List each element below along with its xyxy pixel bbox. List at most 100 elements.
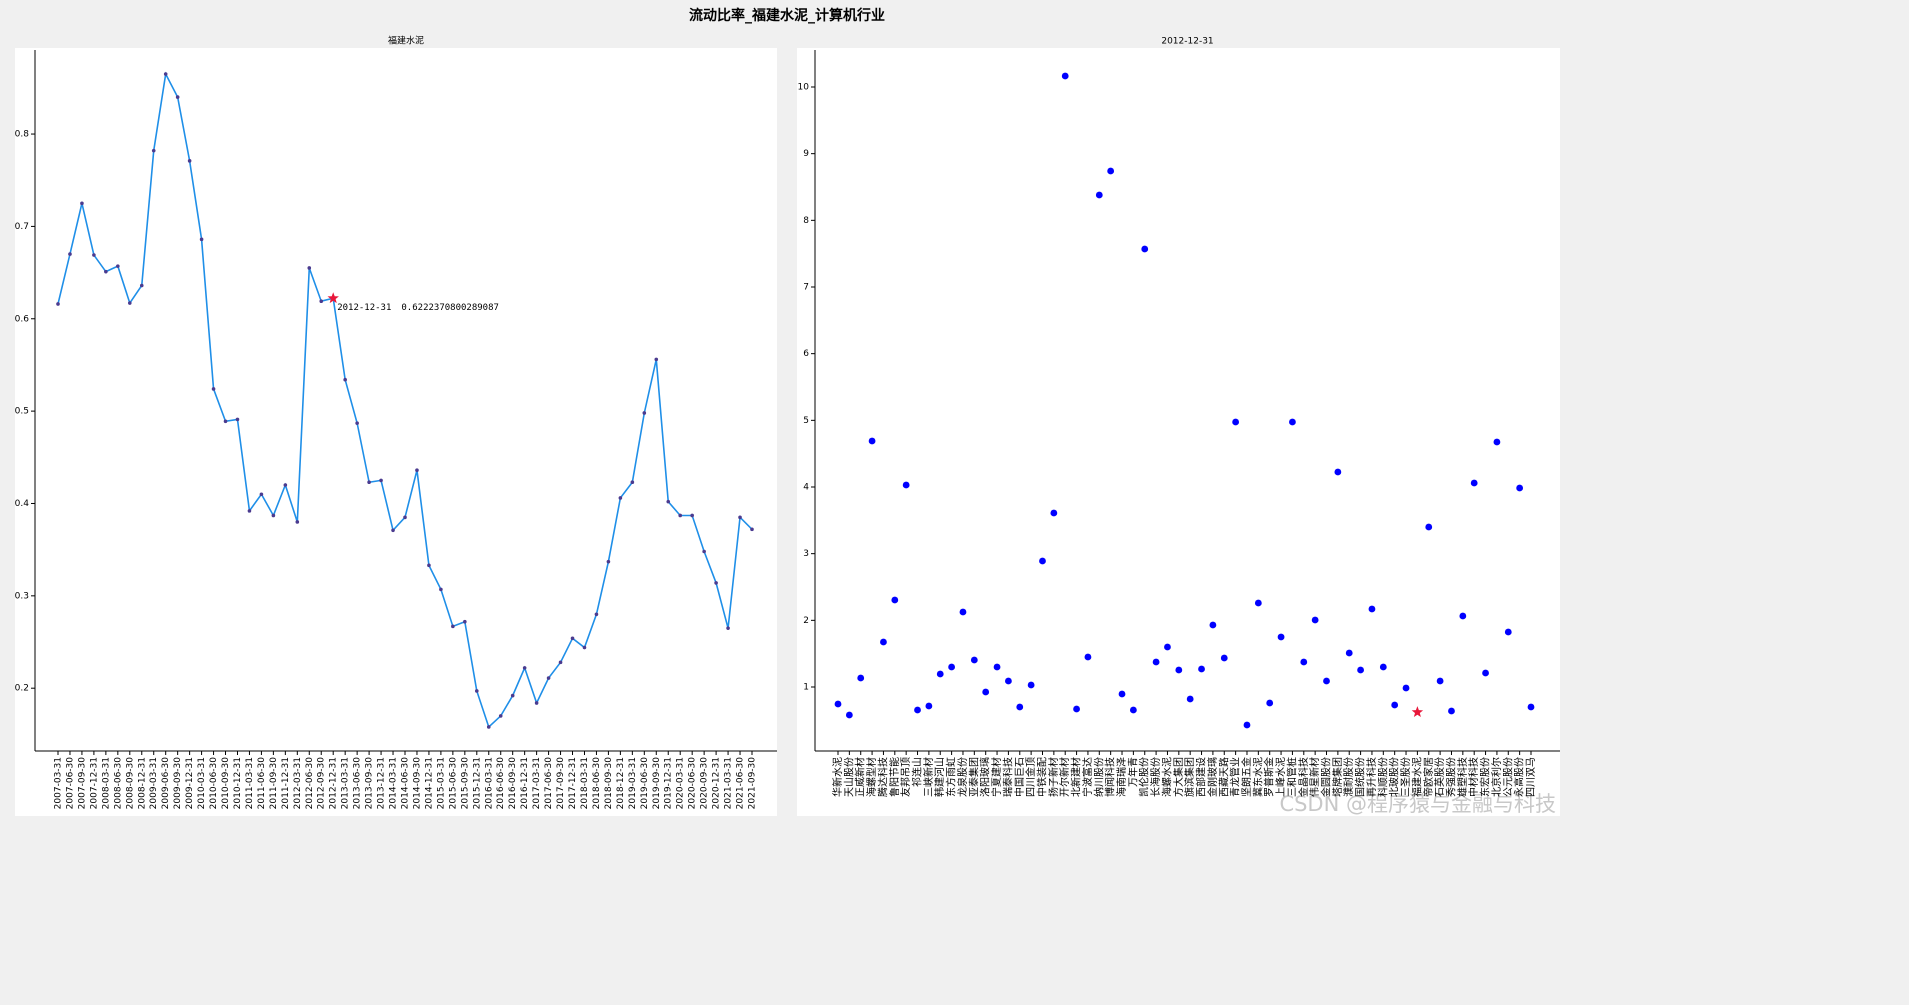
point xyxy=(738,515,742,520)
point xyxy=(1459,612,1467,620)
x-tick-label: 中铁装配 xyxy=(1035,757,1048,797)
x-tick-label: 长海股份 xyxy=(1149,757,1162,797)
x-tick-label: 2012-03-31 xyxy=(293,757,303,809)
point xyxy=(982,688,990,696)
point xyxy=(666,499,671,504)
x-tick-label: 塔牌集团 xyxy=(1331,757,1344,797)
x-tick-label: 伟星新材 xyxy=(1308,757,1321,797)
point xyxy=(714,581,718,585)
subplot-title: 福建水泥 xyxy=(388,35,424,47)
point xyxy=(1129,706,1137,714)
y-tick-label: 9 xyxy=(803,149,809,159)
point xyxy=(606,559,611,564)
x-tick-label: 2017-06-30 xyxy=(544,757,554,810)
x-tick-label: 海螺水泥 xyxy=(1160,757,1173,797)
point xyxy=(1289,418,1296,426)
panel-left xyxy=(15,48,777,816)
point xyxy=(880,638,887,646)
point xyxy=(534,701,539,705)
y-tick-label: 4 xyxy=(803,483,809,493)
point xyxy=(1368,605,1376,613)
x-tick-label: 2013-03-31 xyxy=(341,757,351,809)
x-tick-label: 2009-06-30 xyxy=(161,757,171,810)
y-tick-label: 7 xyxy=(803,283,809,293)
point xyxy=(68,252,72,256)
point xyxy=(1470,479,1478,487)
x-tick-label: 友邦吊顶 xyxy=(899,757,912,797)
point xyxy=(151,148,156,153)
point xyxy=(211,387,216,391)
x-tick-label: 2019-12-31 xyxy=(664,757,674,809)
x-tick-label: 四川双马 xyxy=(1525,757,1537,797)
highlight-star xyxy=(1411,706,1424,718)
x-tick-label: 2015-06-30 xyxy=(448,757,458,810)
x-tick-label: 开尔新材 xyxy=(1058,757,1071,797)
point xyxy=(463,619,467,624)
x-tick-label: 韩建河山 xyxy=(933,757,946,797)
x-tick-label: 2018-06-30 xyxy=(592,757,602,810)
x-tick-label: 2016-03-31 xyxy=(484,757,494,809)
x-tick-label: 宁夏建材 xyxy=(990,757,1003,797)
point xyxy=(970,656,978,664)
point xyxy=(546,676,551,680)
x-tick-label: 凯伦股份 xyxy=(1138,757,1151,797)
y-tick-label: 0.6 xyxy=(15,314,30,324)
highlight-star xyxy=(327,292,339,304)
point xyxy=(750,527,754,532)
point xyxy=(925,702,933,710)
point xyxy=(343,377,347,382)
point xyxy=(1357,666,1364,674)
x-tick-label: 2010-03-31 xyxy=(197,757,207,809)
x-tick-label: 2017-12-31 xyxy=(568,757,578,809)
x-tick-label: 2017-03-31 xyxy=(532,757,542,809)
point xyxy=(403,515,407,520)
x-tick-label: 再升科技 xyxy=(1365,757,1378,797)
y-tick-label: 0.5 xyxy=(15,407,29,417)
point xyxy=(1300,658,1308,666)
x-tick-label: 旗滨集团 xyxy=(1183,757,1196,797)
x-tick-label: 2009-12-31 xyxy=(185,757,195,809)
point xyxy=(1061,72,1069,80)
point xyxy=(235,417,240,422)
point xyxy=(1050,509,1058,517)
x-tick-label: 冀东水泥 xyxy=(1251,757,1264,797)
x-tick-label: 鲁阳节能 xyxy=(888,757,901,797)
point xyxy=(857,674,865,682)
point xyxy=(1084,653,1092,661)
x-tick-label: 金晶科技 xyxy=(1297,757,1310,797)
point xyxy=(1152,658,1160,666)
point xyxy=(582,645,587,650)
x-tick-label: 2019-09-30 xyxy=(652,757,662,810)
point xyxy=(486,725,491,729)
point xyxy=(993,663,1001,671)
point xyxy=(451,624,455,629)
x-tick-label: 亚泰集团 xyxy=(967,757,980,797)
point xyxy=(1379,663,1387,671)
x-tick-label: 西藏天路 xyxy=(1217,757,1230,797)
x-tick-label: 2013-09-30 xyxy=(365,757,375,810)
x-tick-label: 2016-06-30 xyxy=(496,757,506,810)
point xyxy=(56,302,60,306)
y-tick-label: 6 xyxy=(803,349,809,359)
x-tick-label: 东方雨虹 xyxy=(945,757,958,797)
x-tick-label: 坚朗五金 xyxy=(1240,757,1253,797)
point xyxy=(1118,690,1126,698)
x-tick-label: 青龙管业 xyxy=(1229,757,1242,797)
point xyxy=(1402,684,1410,692)
x-tick-label: 秀强股份 xyxy=(1445,757,1457,797)
annotation-date: 2012-12-31 xyxy=(337,303,391,313)
point xyxy=(702,549,706,554)
x-tick-label: 三和管桩 xyxy=(1285,757,1298,797)
x-tick-label: 2011-09-30 xyxy=(269,757,279,810)
y-tick-label: 0.4 xyxy=(15,499,30,509)
point xyxy=(936,670,944,678)
x-tick-label: 2014-12-31 xyxy=(424,757,434,809)
point xyxy=(259,492,264,497)
x-tick-label: 2021-06-30 xyxy=(736,757,746,810)
x-tick-label: 中材科技 xyxy=(1467,757,1480,797)
x-tick-label: 华新水泥 xyxy=(831,757,844,797)
x-tick-label: 2013-06-30 xyxy=(353,757,363,810)
x-tick-label: 帝欧家居 xyxy=(1422,757,1435,797)
annotation: 2012-12-31 0.6222370800289087 xyxy=(337,303,499,313)
